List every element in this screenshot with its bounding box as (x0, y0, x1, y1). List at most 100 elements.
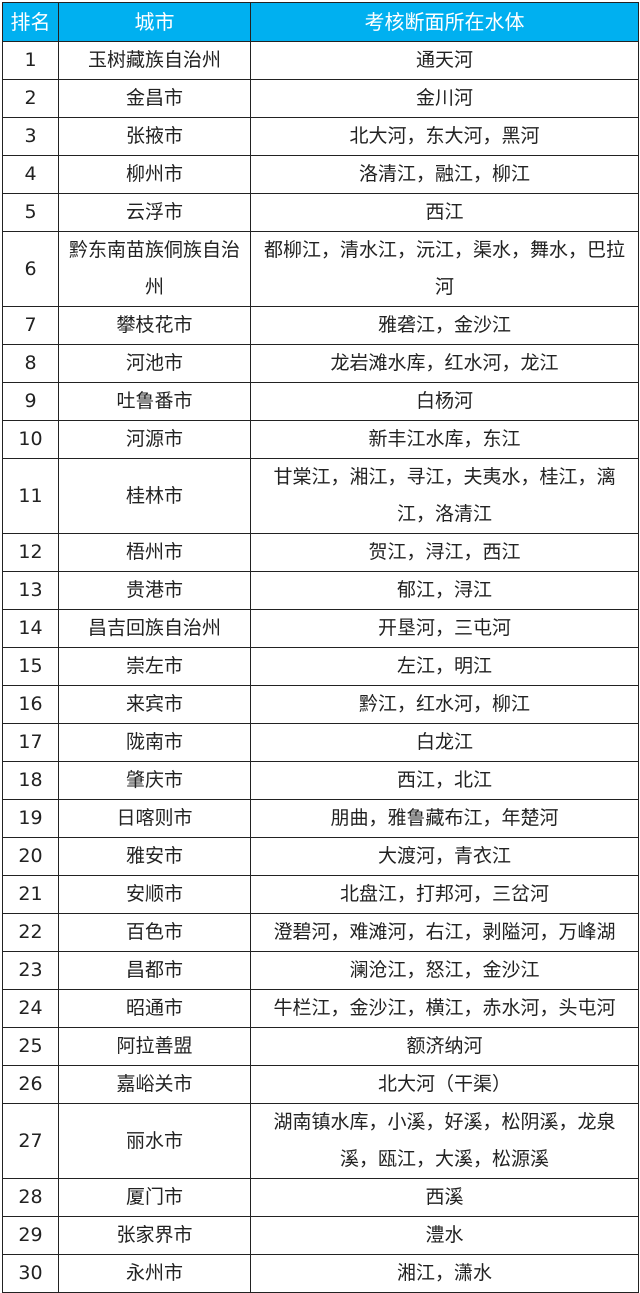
water-body-cell: 北大河（干渠） (250, 1065, 639, 1104)
rank-cell: 28 (2, 1178, 59, 1217)
table-row: 2 金昌市 金川河 (2, 79, 639, 118)
table-row: 24 昭通市 牛栏江，金沙江，横江，赤水河，头屯河 (2, 989, 639, 1028)
table-row: 17 陇南市 白龙江 (2, 723, 639, 762)
rank-cell: 19 (2, 799, 59, 838)
water-body-cell: 北大河，东大河，黑河 (250, 117, 639, 156)
table-row: 28 厦门市 西溪 (2, 1178, 639, 1217)
table-row: 11 桂林市 甘棠江，湘江，寻江，夫夷水，桂江，漓江，洛清江 (2, 458, 639, 534)
rank-cell: 22 (2, 913, 59, 952)
water-body-cell: 都柳江，清水江，沅江，渠水，舞水，巴拉河 (250, 231, 639, 307)
table-body: 1 玉树藏族自治州 通天河 2 金昌市 金川河 3 张掖市 北大河，东大河，黑河 4 柳州市 洛清江，… (2, 41, 639, 1293)
rank-cell: 18 (2, 761, 59, 800)
rank-cell: 6 (2, 231, 59, 307)
rank-cell: 7 (2, 306, 59, 345)
city-cell: 玉树藏族自治州 (58, 41, 251, 80)
city-cell: 丽水市 (58, 1103, 251, 1179)
rank-cell: 8 (2, 344, 59, 383)
water-body-cell: 甘棠江，湘江，寻江，夫夷水，桂江，漓江，洛清江 (250, 458, 639, 534)
table-row: 12 梧州市 贺江，浔江，西江 (2, 533, 639, 572)
rank-cell: 17 (2, 723, 59, 762)
water-body-cell: 西溪 (250, 1178, 639, 1217)
table-row: 30 永州市 湘江，潇水 (2, 1254, 639, 1293)
table-row: 13 贵港市 郁江，浔江 (2, 571, 639, 610)
rank-cell: 12 (2, 533, 59, 572)
city-cell: 贵港市 (58, 571, 251, 610)
rank-cell: 13 (2, 571, 59, 610)
water-body-cell: 牛栏江，金沙江，横江，赤水河，头屯河 (250, 989, 639, 1028)
table-row: 18 肇庆市 西江，北江 (2, 761, 639, 800)
city-cell: 张家界市 (58, 1216, 251, 1255)
rank-cell: 2 (2, 79, 59, 118)
city-cell: 雅安市 (58, 837, 251, 876)
rank-cell: 1 (2, 41, 59, 80)
water-body-cell: 金川河 (250, 79, 639, 118)
water-body-cell: 白杨河 (250, 382, 639, 421)
rank-cell: 20 (2, 837, 59, 876)
water-body-cell: 雅砻江，金沙江 (250, 306, 639, 345)
water-body-cell: 新丰江水库，东江 (250, 420, 639, 459)
rank-cell: 26 (2, 1065, 59, 1104)
water-body-cell: 湘江，潇水 (250, 1254, 639, 1293)
water-body-cell: 左江，明江 (250, 647, 639, 686)
water-body-cell: 澜沧江，怒江，金沙江 (250, 951, 639, 990)
city-cell: 厦门市 (58, 1178, 251, 1217)
rank-cell: 5 (2, 193, 59, 232)
water-body-cell: 郁江，浔江 (250, 571, 639, 610)
city-cell: 桂林市 (58, 458, 251, 534)
table-row: 9 吐鲁番市 白杨河 (2, 382, 639, 421)
water-body-cell: 北盘江，打邦河，三岔河 (250, 875, 639, 914)
table-row: 16 来宾市 黔江，红水河，柳江 (2, 685, 639, 724)
rank-cell: 10 (2, 420, 59, 459)
water-body-cell: 湖南镇水库，小溪，好溪，松阴溪，龙泉溪，瓯江，大溪，松源溪 (250, 1103, 639, 1179)
city-cell: 河池市 (58, 344, 251, 383)
water-body-cell: 洛清江，融江，柳江 (250, 155, 639, 194)
city-cell: 阿拉善盟 (58, 1027, 251, 1066)
city-cell: 金昌市 (58, 79, 251, 118)
table-row: 3 张掖市 北大河，东大河，黑河 (2, 117, 639, 156)
table-row: 27 丽水市 湖南镇水库，小溪，好溪，松阴溪，龙泉溪，瓯江，大溪，松源溪 (2, 1103, 639, 1179)
table-row: 8 河池市 龙岩滩水库，红水河，龙江 (2, 344, 639, 383)
water-body-cell: 西江，北江 (250, 761, 639, 800)
city-cell: 云浮市 (58, 193, 251, 232)
table-row: 5 云浮市 西江 (2, 193, 639, 232)
city-cell: 来宾市 (58, 685, 251, 724)
city-cell: 日喀则市 (58, 799, 251, 838)
city-cell: 黔东南苗族侗族自治州 (58, 231, 251, 307)
rank-cell: 21 (2, 875, 59, 914)
rank-cell: 24 (2, 989, 59, 1028)
table-row: 25 阿拉善盟 额济纳河 (2, 1027, 639, 1066)
city-cell: 张掖市 (58, 117, 251, 156)
city-cell: 昭通市 (58, 989, 251, 1028)
water-body-cell: 通天河 (250, 41, 639, 80)
city-cell: 河源市 (58, 420, 251, 459)
table-row: 22 百色市 澄碧河，难滩河，右江，剥隘河，万峰湖 (2, 913, 639, 952)
water-body-cell: 黔江，红水河，柳江 (250, 685, 639, 724)
table-row: 29 张家界市 澧水 (2, 1216, 639, 1255)
table-row: 14 昌吉回族自治州 开垦河，三屯河 (2, 609, 639, 648)
rank-cell: 4 (2, 155, 59, 194)
city-cell: 嘉峪关市 (58, 1065, 251, 1104)
table-row: 4 柳州市 洛清江，融江，柳江 (2, 155, 639, 194)
water-body-cell: 龙岩滩水库，红水河，龙江 (250, 344, 639, 383)
table-header-row: 排名 城市 考核断面所在水体 (2, 2, 639, 42)
city-cell: 吐鲁番市 (58, 382, 251, 421)
rank-cell: 27 (2, 1103, 59, 1179)
table-row: 20 雅安市 大渡河，青衣江 (2, 837, 639, 876)
rank-cell: 29 (2, 1216, 59, 1255)
city-cell: 安顺市 (58, 875, 251, 914)
header-water-body: 考核断面所在水体 (250, 2, 639, 42)
city-cell: 昌都市 (58, 951, 251, 990)
water-body-cell: 额济纳河 (250, 1027, 639, 1066)
rank-cell: 9 (2, 382, 59, 421)
rank-cell: 25 (2, 1027, 59, 1066)
water-body-cell: 白龙江 (250, 723, 639, 762)
water-body-cell: 澄碧河，难滩河，右江，剥隘河，万峰湖 (250, 913, 639, 952)
city-cell: 柳州市 (58, 155, 251, 194)
table-row: 7 攀枝花市 雅砻江，金沙江 (2, 306, 639, 345)
water-body-cell: 大渡河，青衣江 (250, 837, 639, 876)
city-cell: 肇庆市 (58, 761, 251, 800)
table-row: 6 黔东南苗族侗族自治州 都柳江，清水江，沅江，渠水，舞水，巴拉河 (2, 231, 639, 307)
rank-cell: 11 (2, 458, 59, 534)
table-row: 19 日喀则市 朋曲，雅鲁藏布江，年楚河 (2, 799, 639, 838)
